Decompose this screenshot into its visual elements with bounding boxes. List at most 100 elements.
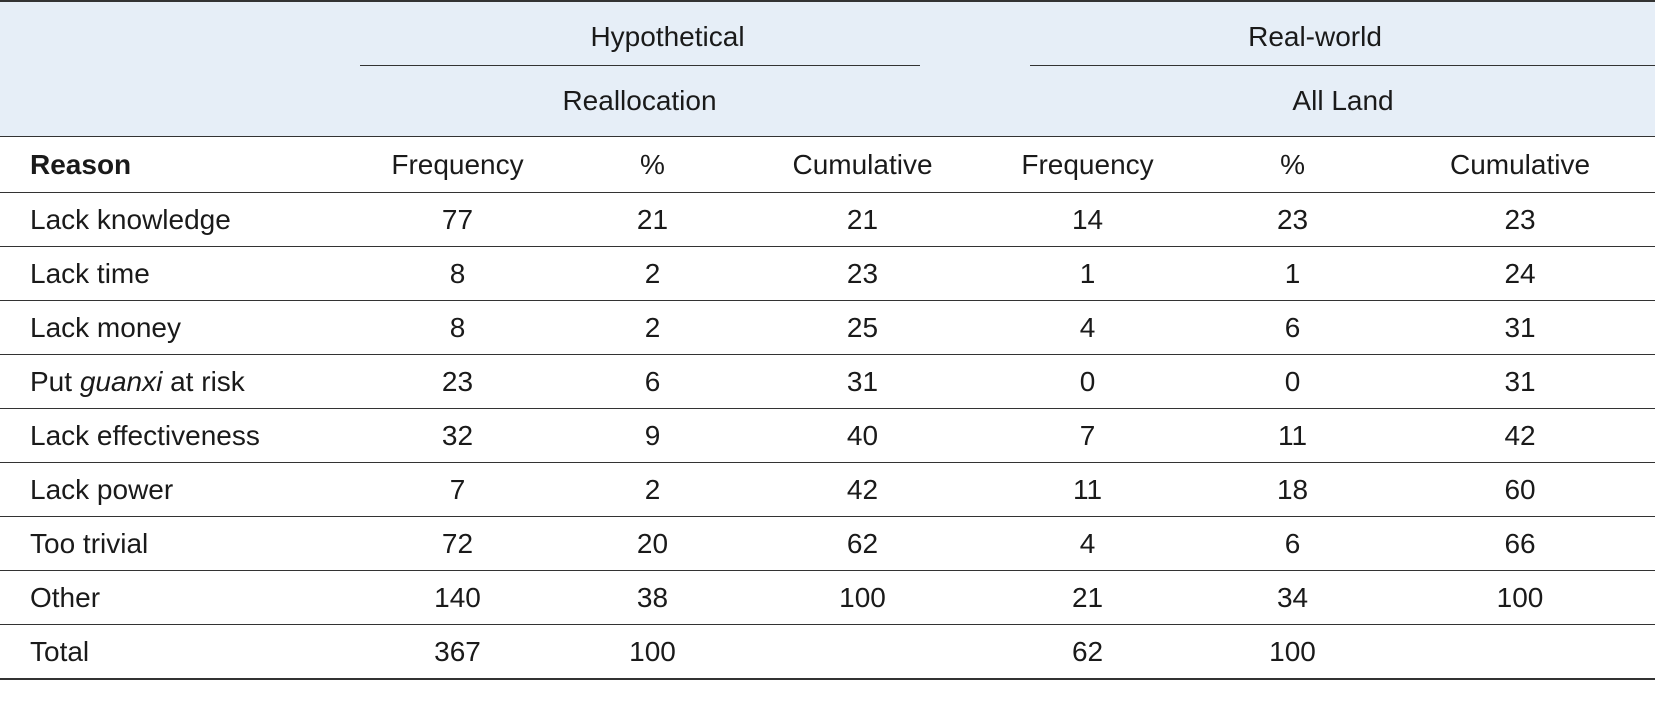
table-row: Put guanxi at risk 23 6 31 0 0 31: [0, 354, 1655, 409]
real-world-cumulative-cell: 31: [1385, 300, 1655, 355]
hypothetical-percent-cell: 2: [555, 246, 750, 301]
reason-text: Lack time: [30, 257, 150, 289]
real-world-cumulative-cell: 24: [1385, 246, 1655, 301]
empty-header-cell: [0, 66, 360, 137]
column-header-percent: %: [555, 136, 750, 193]
hypothetical-percent-cell: 6: [555, 354, 750, 409]
real-world-frequency-cell: 14: [975, 192, 1201, 247]
real-world-cumulative-cell: 100: [1385, 570, 1655, 625]
hypothetical-percent-cell: 2: [555, 462, 750, 517]
hypothetical-frequency-cell: 8: [360, 300, 555, 355]
subgroup-header-row: Reallocation All Land: [0, 66, 1655, 137]
reason-cell: Too trivial: [0, 516, 360, 571]
column-header-row: Reason Frequency % Cumulative Frequency …: [0, 136, 1655, 193]
column-header-percent: %: [1200, 136, 1386, 193]
reason-text: Too trivial: [30, 527, 149, 559]
hypothetical-frequency-cell: 72: [360, 516, 555, 571]
reason-text: Lack knowledge: [30, 203, 231, 235]
reason-cell: Lack effectiveness: [0, 408, 360, 463]
table-row: Other 140 38 100 21 34 100: [0, 570, 1655, 625]
hypothetical-frequency-cell: 367: [360, 624, 555, 680]
reason-text: Lack money: [30, 311, 181, 343]
reason-cell: Lack knowledge: [0, 192, 360, 247]
hypothetical-percent-cell: 2: [555, 300, 750, 355]
subgroup-label: All Land: [1292, 85, 1394, 116]
hypothetical-percent-cell: 20: [555, 516, 750, 571]
real-world-frequency-cell: 4: [975, 516, 1201, 571]
real-world-frequency-cell: 21: [975, 570, 1201, 625]
table-row: Total 367 100 62 100: [0, 624, 1655, 680]
hypothetical-frequency-cell: 7: [360, 462, 555, 517]
hypothetical-cumulative-cell: 25: [750, 300, 976, 355]
reason-text-suffix: at risk: [162, 365, 245, 397]
reason-cell: Lack time: [0, 246, 360, 301]
column-header-cumulative: Cumulative: [750, 136, 976, 193]
reason-text: Lack effectiveness: [30, 419, 260, 451]
real-world-frequency-cell: 0: [975, 354, 1201, 409]
table-row: Too trivial 72 20 62 4 6 66: [0, 516, 1655, 571]
hypothetical-cumulative-cell: [750, 624, 976, 680]
hypothetical-cumulative-cell: 21: [750, 192, 976, 247]
real-world-percent-cell: 6: [1200, 516, 1386, 571]
group-header-real-world: Real-world: [975, 0, 1655, 66]
hypothetical-cumulative-cell: 100: [750, 570, 976, 625]
real-world-percent-cell: 11: [1200, 408, 1386, 463]
real-world-frequency-cell: 7: [975, 408, 1201, 463]
hypothetical-percent-cell: 9: [555, 408, 750, 463]
real-world-cumulative-cell: 66: [1385, 516, 1655, 571]
empty-header-cell: [0, 0, 360, 66]
hypothetical-cumulative-cell: 62: [750, 516, 976, 571]
table-row: Lack time 8 2 23 1 1 24: [0, 246, 1655, 301]
real-world-percent-cell: 23: [1200, 192, 1386, 247]
reason-text: Other: [30, 581, 101, 613]
real-world-frequency-cell: 1: [975, 246, 1201, 301]
hypothetical-frequency-cell: 32: [360, 408, 555, 463]
real-world-frequency-cell: 4: [975, 300, 1201, 355]
table-row: Lack effectiveness 32 9 40 7 11 42: [0, 408, 1655, 463]
group-header-row: Hypothetical Real-world: [0, 0, 1655, 66]
subgroup-header-reallocation: Reallocation: [360, 66, 976, 137]
group-label: Hypothetical: [590, 21, 745, 52]
real-world-cumulative-cell: 23: [1385, 192, 1655, 247]
reason-cell: Other: [0, 570, 360, 625]
reason-text: Lack power: [30, 473, 174, 505]
reason-cell: Lack power: [0, 462, 360, 517]
group-header-hypothetical: Hypothetical: [360, 0, 976, 66]
hypothetical-cumulative-cell: 31: [750, 354, 976, 409]
group-label: Real-world: [1248, 21, 1382, 52]
reason-cell: Lack money: [0, 300, 360, 355]
column-header-frequency: Frequency: [360, 136, 555, 193]
hypothetical-percent-cell: 100: [555, 624, 750, 680]
reason-text: Total: [30, 635, 90, 667]
real-world-percent-cell: 100: [1200, 624, 1386, 680]
hypothetical-frequency-cell: 140: [360, 570, 555, 625]
real-world-percent-cell: 6: [1200, 300, 1386, 355]
reason-cell: Total: [0, 624, 360, 680]
table-row: Lack knowledge 77 21 21 14 23 23: [0, 192, 1655, 247]
hypothetical-cumulative-cell: 42: [750, 462, 976, 517]
hypothetical-frequency-cell: 8: [360, 246, 555, 301]
reason-cell: Put guanxi at risk: [0, 354, 360, 409]
table-body: Lack knowledge 77 21 21 14 23 23 Lack time 8 2 23 1…: [0, 192, 1655, 680]
hypothetical-cumulative-cell: 23: [750, 246, 976, 301]
table-row: Lack power 7 2 42 11 18 60: [0, 462, 1655, 517]
hypothetical-percent-cell: 21: [555, 192, 750, 247]
real-world-cumulative-cell: [1385, 624, 1655, 680]
real-world-percent-cell: 18: [1200, 462, 1386, 517]
table-row: Lack money 8 2 25 4 6 31: [0, 300, 1655, 355]
hypothetical-frequency-cell: 77: [360, 192, 555, 247]
subgroup-label: Reallocation: [562, 85, 717, 116]
real-world-percent-cell: 0: [1200, 354, 1386, 409]
real-world-cumulative-cell: 31: [1385, 354, 1655, 409]
column-header-reason: Reason: [0, 136, 360, 193]
real-world-cumulative-cell: 42: [1385, 408, 1655, 463]
hypothetical-percent-cell: 38: [555, 570, 750, 625]
column-header-cumulative: Cumulative: [1385, 136, 1655, 193]
hypothetical-frequency-cell: 23: [360, 354, 555, 409]
reason-emphasis: guanxi: [79, 365, 163, 397]
hypothetical-cumulative-cell: 40: [750, 408, 976, 463]
real-world-frequency-cell: 11: [975, 462, 1201, 517]
real-world-percent-cell: 1: [1200, 246, 1386, 301]
column-header-frequency: Frequency: [975, 136, 1201, 193]
real-world-frequency-cell: 62: [975, 624, 1201, 680]
